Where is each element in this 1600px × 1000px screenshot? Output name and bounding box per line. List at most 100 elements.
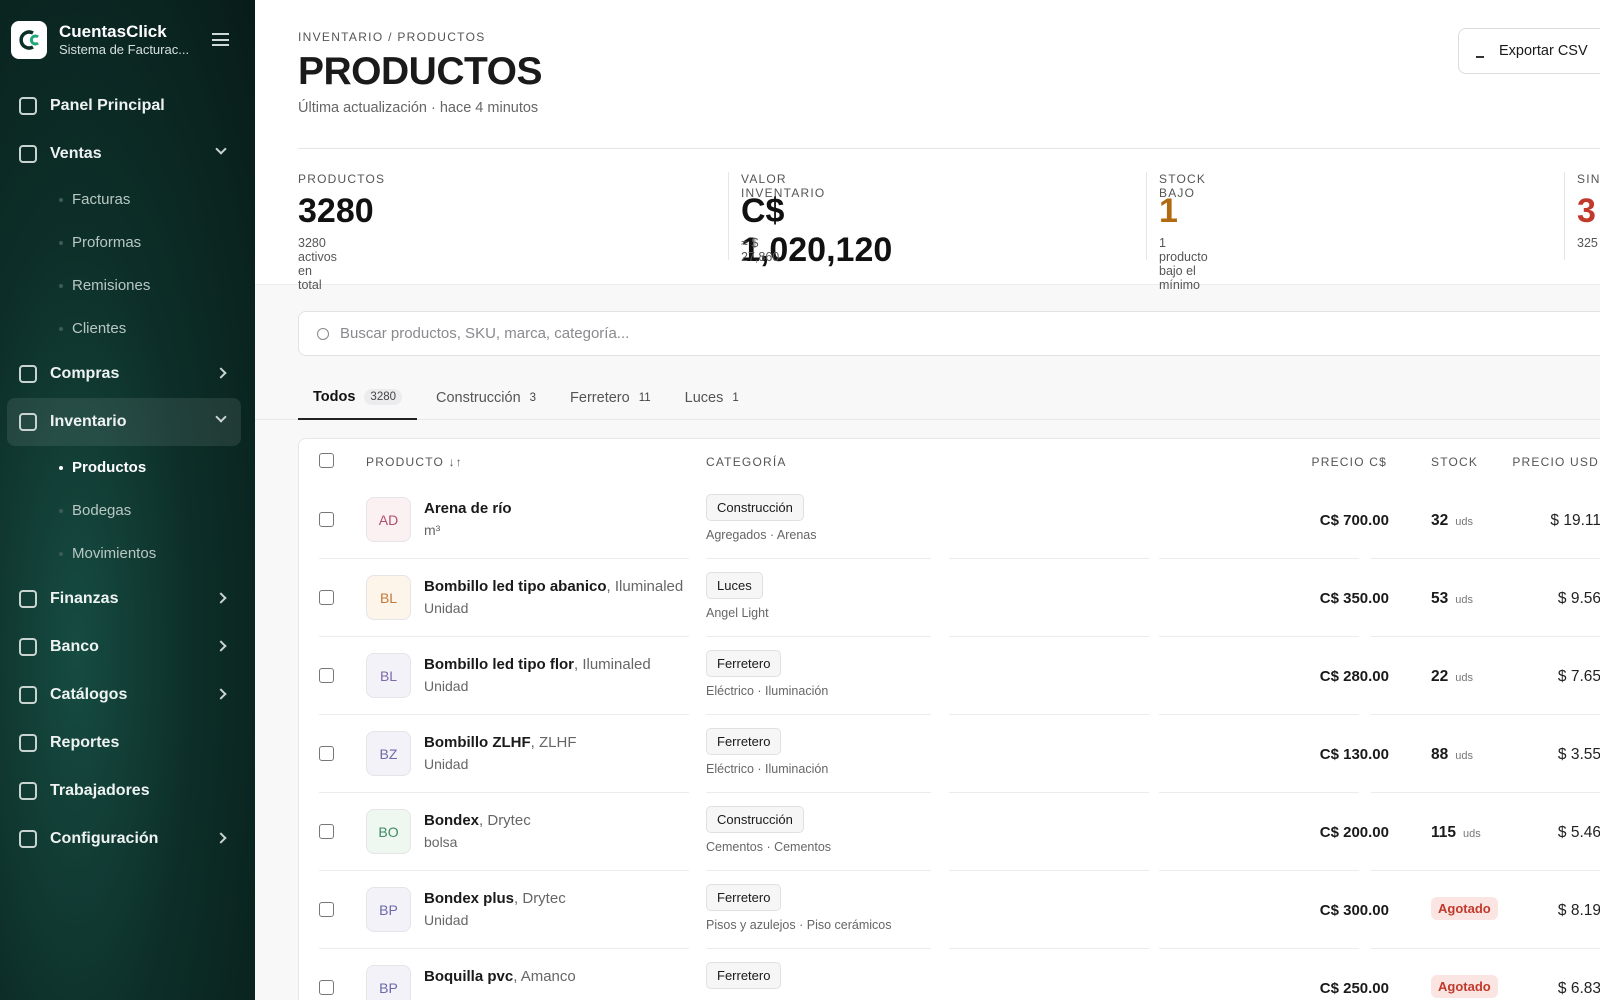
nav-item[interactable]: Trabajadores	[7, 767, 241, 815]
row-divider	[319, 558, 689, 559]
table-row[interactable]: BL Bombillo led tipo florIluminaled Unidad…	[299, 637, 1600, 715]
row-divider	[706, 558, 931, 559]
stat-card: VALOR INVENTARIO C$ 1,020,120 ≈ $ 27,860	[728, 172, 1146, 269]
column-header: PRECIO USD	[1512, 455, 1599, 469]
stock-value: 32	[1431, 512, 1449, 529]
select-all[interactable]	[319, 453, 334, 468]
nav-item[interactable]: Panel Principal	[7, 82, 241, 130]
product-name: Bombillo led tipo florIluminaled	[424, 656, 651, 673]
table-row[interactable]: AD Arena de río m³ Construcción Agregados · …	[299, 481, 1600, 559]
row-checkbox[interactable]	[319, 668, 334, 683]
row-divider	[319, 792, 689, 793]
row-checkbox[interactable]	[319, 746, 334, 761]
menu-toggle[interactable]	[212, 33, 229, 46]
nav-label: Trabajadores	[50, 782, 150, 799]
nav-label: Inventario	[50, 413, 127, 430]
sidebar: CuentasClick Sistema de Facturac... Pane…	[0, 0, 255, 1000]
row-divider	[319, 714, 689, 715]
category-badge: Ferretero	[706, 962, 782, 989]
nav-subitem[interactable]: Facturas	[7, 178, 241, 221]
nav-label: Compras	[50, 365, 120, 382]
price-usd: $ 19.11	[1550, 512, 1600, 529]
nav-icon	[19, 782, 37, 800]
stat-label: SIN	[1577, 172, 1600, 186]
nav-item[interactable]: Banco	[7, 623, 241, 671]
row-checkbox[interactable]	[319, 980, 334, 995]
nav-item[interactable]: Catálogos	[7, 671, 241, 719]
nav-icon	[19, 365, 37, 383]
table-row[interactable]: BP Bondex plusDrytec Unidad Ferretero Pisos …	[299, 871, 1600, 949]
product-brand: Drytec	[479, 812, 531, 829]
price-cs: C$ 700.00	[1319, 512, 1389, 529]
row-divider	[1371, 636, 1600, 637]
nav-subitem[interactable]: Movimientos	[7, 532, 241, 575]
row-divider	[1371, 714, 1600, 715]
row-checkbox[interactable]	[319, 590, 334, 605]
category-badge: Luces	[706, 572, 763, 599]
nav-label: Ventas	[50, 145, 102, 162]
nav-item[interactable]: Configuración	[7, 815, 241, 863]
tab-count: 1	[732, 391, 739, 404]
nav-item[interactable]: Reportes	[7, 719, 241, 767]
tabs: Todos 3280 Construcción 3 Ferretero 11 Luces 1	[298, 375, 758, 420]
search-input[interactable]: Buscar productos, SKU, marca, categoría.…	[298, 311, 1600, 356]
category-badge: Ferretero	[706, 728, 782, 755]
nav-item[interactable]: Inventario	[7, 398, 241, 446]
nav-item[interactable]: Ventas	[7, 130, 241, 178]
row-divider	[1371, 792, 1600, 793]
breadcrumb[interactable]: INVENTARIO / PRODUCTOS	[298, 30, 486, 44]
avatar: BZ	[366, 731, 411, 776]
table-row[interactable]: BL Bombillo led tipo abanicoIluminaled Uni…	[299, 559, 1600, 637]
tab-label: Todos	[313, 388, 356, 405]
table-row[interactable]: BP Boquilla pvcAmanco Ferretero C$ 250.00 $ …	[299, 949, 1600, 1000]
nav-item[interactable]: Compras	[7, 350, 241, 398]
row-checkbox[interactable]	[319, 512, 334, 527]
product-name: Arena de río	[424, 500, 512, 517]
subcategory: Angel Light	[706, 606, 769, 620]
stock: 115 uds	[1431, 824, 1481, 842]
stock: 88 uds	[1431, 746, 1473, 764]
stock-value: 88	[1431, 746, 1449, 763]
nav-subitem[interactable]: Remisiones	[7, 264, 241, 307]
export-button[interactable]: Exportar CSV	[1458, 28, 1600, 74]
nav-subitem[interactable]: Bodegas	[7, 489, 241, 532]
brand: CuentasClick	[59, 22, 167, 41]
stat-card: PRODUCTOS 3280 3280 activos en total	[298, 172, 716, 292]
nav-subitem[interactable]: Proformas	[7, 221, 241, 264]
row-checkbox[interactable]	[319, 902, 334, 917]
tab[interactable]: Todos 3280	[298, 375, 418, 420]
row-checkbox[interactable]	[319, 824, 334, 839]
table-row[interactable]: BO BondexDrytec bolsa Construcción Cementos …	[299, 793, 1600, 871]
nav-label: Reportes	[50, 734, 120, 751]
row-divider	[1159, 948, 1359, 949]
product-unit: bolsa	[424, 834, 458, 850]
row-divider	[1371, 558, 1600, 559]
price-cs: C$ 200.00	[1319, 824, 1389, 841]
avatar: BP	[366, 887, 411, 932]
nav-icon	[19, 830, 37, 848]
price-usd: $ 3.55	[1557, 746, 1600, 763]
product-brand: Iluminaled	[607, 578, 684, 595]
nav-icon	[19, 686, 37, 704]
column-header: CATEGORÍA	[706, 455, 787, 469]
tab[interactable]: Construcción 3	[421, 375, 551, 420]
updated: Última actualización · hace 4 minutos	[298, 100, 539, 116]
row-divider	[706, 870, 931, 871]
stock-status: Agotado	[1431, 975, 1498, 998]
nav-subitem[interactable]: Productos	[7, 446, 241, 489]
nav-item[interactable]: Finanzas	[7, 575, 241, 623]
table-row[interactable]: BZ Bombillo ZLHFZLHF Unidad Ferretero Eléctr…	[299, 715, 1600, 793]
chevron	[215, 411, 227, 423]
divider	[298, 148, 1600, 149]
row-divider	[949, 636, 1149, 637]
tab[interactable]: Luces 1	[670, 375, 754, 420]
column-header[interactable]: PRODUCTO ↓↑	[366, 455, 463, 469]
product-title: Bombillo ZLHF	[424, 734, 531, 751]
row-divider	[1159, 558, 1359, 559]
nav-subitem[interactable]: Clientes	[7, 307, 241, 350]
price-usd: $ 9.56	[1557, 590, 1600, 607]
tab[interactable]: Ferretero 11	[555, 375, 666, 420]
chevron	[215, 143, 227, 155]
